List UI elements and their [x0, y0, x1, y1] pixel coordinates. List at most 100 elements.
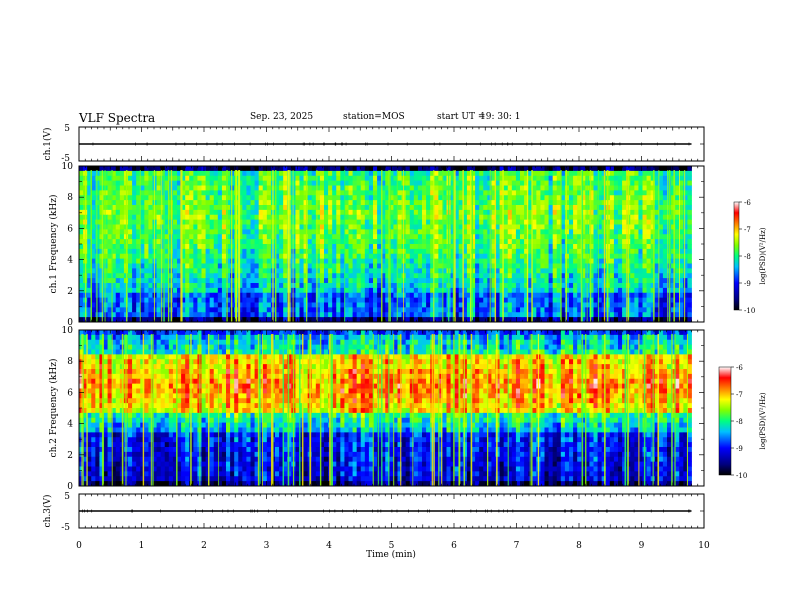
ch1-cell [115, 268, 121, 274]
ch1-cell [536, 219, 541, 225]
ch1-cell [560, 307, 566, 313]
ch1-cell [144, 312, 149, 318]
ch1-cell [291, 297, 296, 303]
ch1-cell [540, 175, 545, 182]
ch1-cell [417, 170, 423, 177]
ch1-cell [573, 170, 578, 177]
ch1-cell [393, 253, 398, 260]
ch1-cell [79, 253, 84, 260]
ch1-cell [172, 170, 178, 177]
ch1-cell [520, 166, 525, 172]
ch1-cell [556, 214, 562, 221]
ch1-cell [111, 214, 117, 221]
ch1-cell [262, 312, 268, 318]
ch1-cell [564, 248, 570, 255]
ch1-cell [585, 287, 590, 294]
ch1-cell [95, 170, 100, 177]
ch1-cell [172, 268, 178, 274]
ch1-cell [683, 180, 688, 186]
ch1-cell [348, 209, 353, 216]
ch1-cell [373, 180, 378, 186]
ch1-cell [132, 253, 137, 260]
ch1-cell [556, 307, 562, 313]
ch1-cell [613, 278, 619, 284]
ch1-cell [177, 258, 182, 264]
ch1-cell [250, 224, 255, 230]
ch1-cell [140, 185, 145, 191]
ch1-cell [589, 283, 594, 289]
ch1-cell [324, 180, 329, 186]
ch1-cell [466, 180, 472, 186]
ch1-cell [389, 229, 394, 235]
ch1-cell [275, 234, 280, 240]
ch1-cell [413, 209, 419, 216]
ch1-cell [328, 292, 333, 299]
ch1-cell [495, 234, 500, 240]
ch1-cell [140, 278, 145, 284]
ch1-cell [111, 268, 117, 274]
ch1-cell [156, 258, 162, 264]
ch1-cell [205, 258, 211, 264]
ch1-cell [413, 224, 419, 230]
ch1-cell [295, 219, 300, 225]
ch1-cell [242, 229, 247, 235]
ch1-cell [524, 180, 529, 186]
ch1-cell [160, 292, 166, 299]
ch1-cell [201, 185, 206, 191]
ch1-cell [589, 287, 594, 294]
ch1-cell [201, 229, 206, 235]
ch1-cell [458, 268, 464, 274]
ch1-cell [687, 200, 692, 206]
ch1-cell [487, 258, 492, 264]
ch1-cell [303, 209, 309, 216]
ch1-cell [581, 185, 586, 191]
ch1-cell [520, 263, 525, 269]
ch1-cell [454, 200, 460, 206]
ch1-cell [205, 253, 211, 260]
ch1-cell [646, 263, 652, 269]
ch1-cell [564, 258, 570, 264]
ch1-cell [156, 297, 162, 303]
ch1-cell [528, 224, 533, 230]
ch1-cell [556, 287, 562, 294]
ch1-cell [499, 278, 505, 284]
ch1-cell [344, 214, 349, 221]
ch1-cell [217, 317, 223, 323]
ch1-cell [352, 185, 358, 191]
ch1-cell [413, 287, 419, 294]
ch1-cell [511, 229, 517, 235]
ch1-cell [515, 180, 521, 186]
ch1-cell [324, 224, 329, 230]
ch1-cell [393, 190, 398, 196]
ch1-cell [536, 268, 541, 274]
ch1-cell [303, 166, 309, 172]
ch1-cell [295, 229, 300, 235]
ch1-cell [658, 205, 664, 211]
ch1-cell [462, 229, 468, 235]
ch1-cell [622, 190, 627, 196]
ch1-cell [385, 214, 390, 221]
ch1-cell [638, 214, 643, 221]
ch1-cell [524, 190, 529, 196]
ch1-cell [303, 258, 309, 264]
ch1-cell [577, 219, 582, 225]
ch1-cell [589, 205, 594, 211]
ch1-cell [356, 205, 362, 211]
ch1-cell [675, 175, 680, 182]
ch1-cell [630, 278, 635, 284]
ch1-cell [328, 253, 333, 260]
ch1-cell [262, 229, 268, 235]
ch1-cell [536, 297, 541, 303]
ch1-cell [438, 297, 443, 303]
ch1-cell [119, 253, 125, 260]
ch1-cell [462, 219, 468, 225]
ch1-cell [548, 175, 554, 182]
ch1-cell [458, 248, 464, 255]
ch1-cell [593, 175, 598, 182]
ch1-cell [189, 317, 194, 323]
ch1-cell [111, 273, 117, 279]
ch1-cell [205, 292, 211, 299]
ch1-cell [597, 166, 603, 172]
ch1-cell [642, 234, 647, 240]
ch1-cell [279, 175, 284, 182]
